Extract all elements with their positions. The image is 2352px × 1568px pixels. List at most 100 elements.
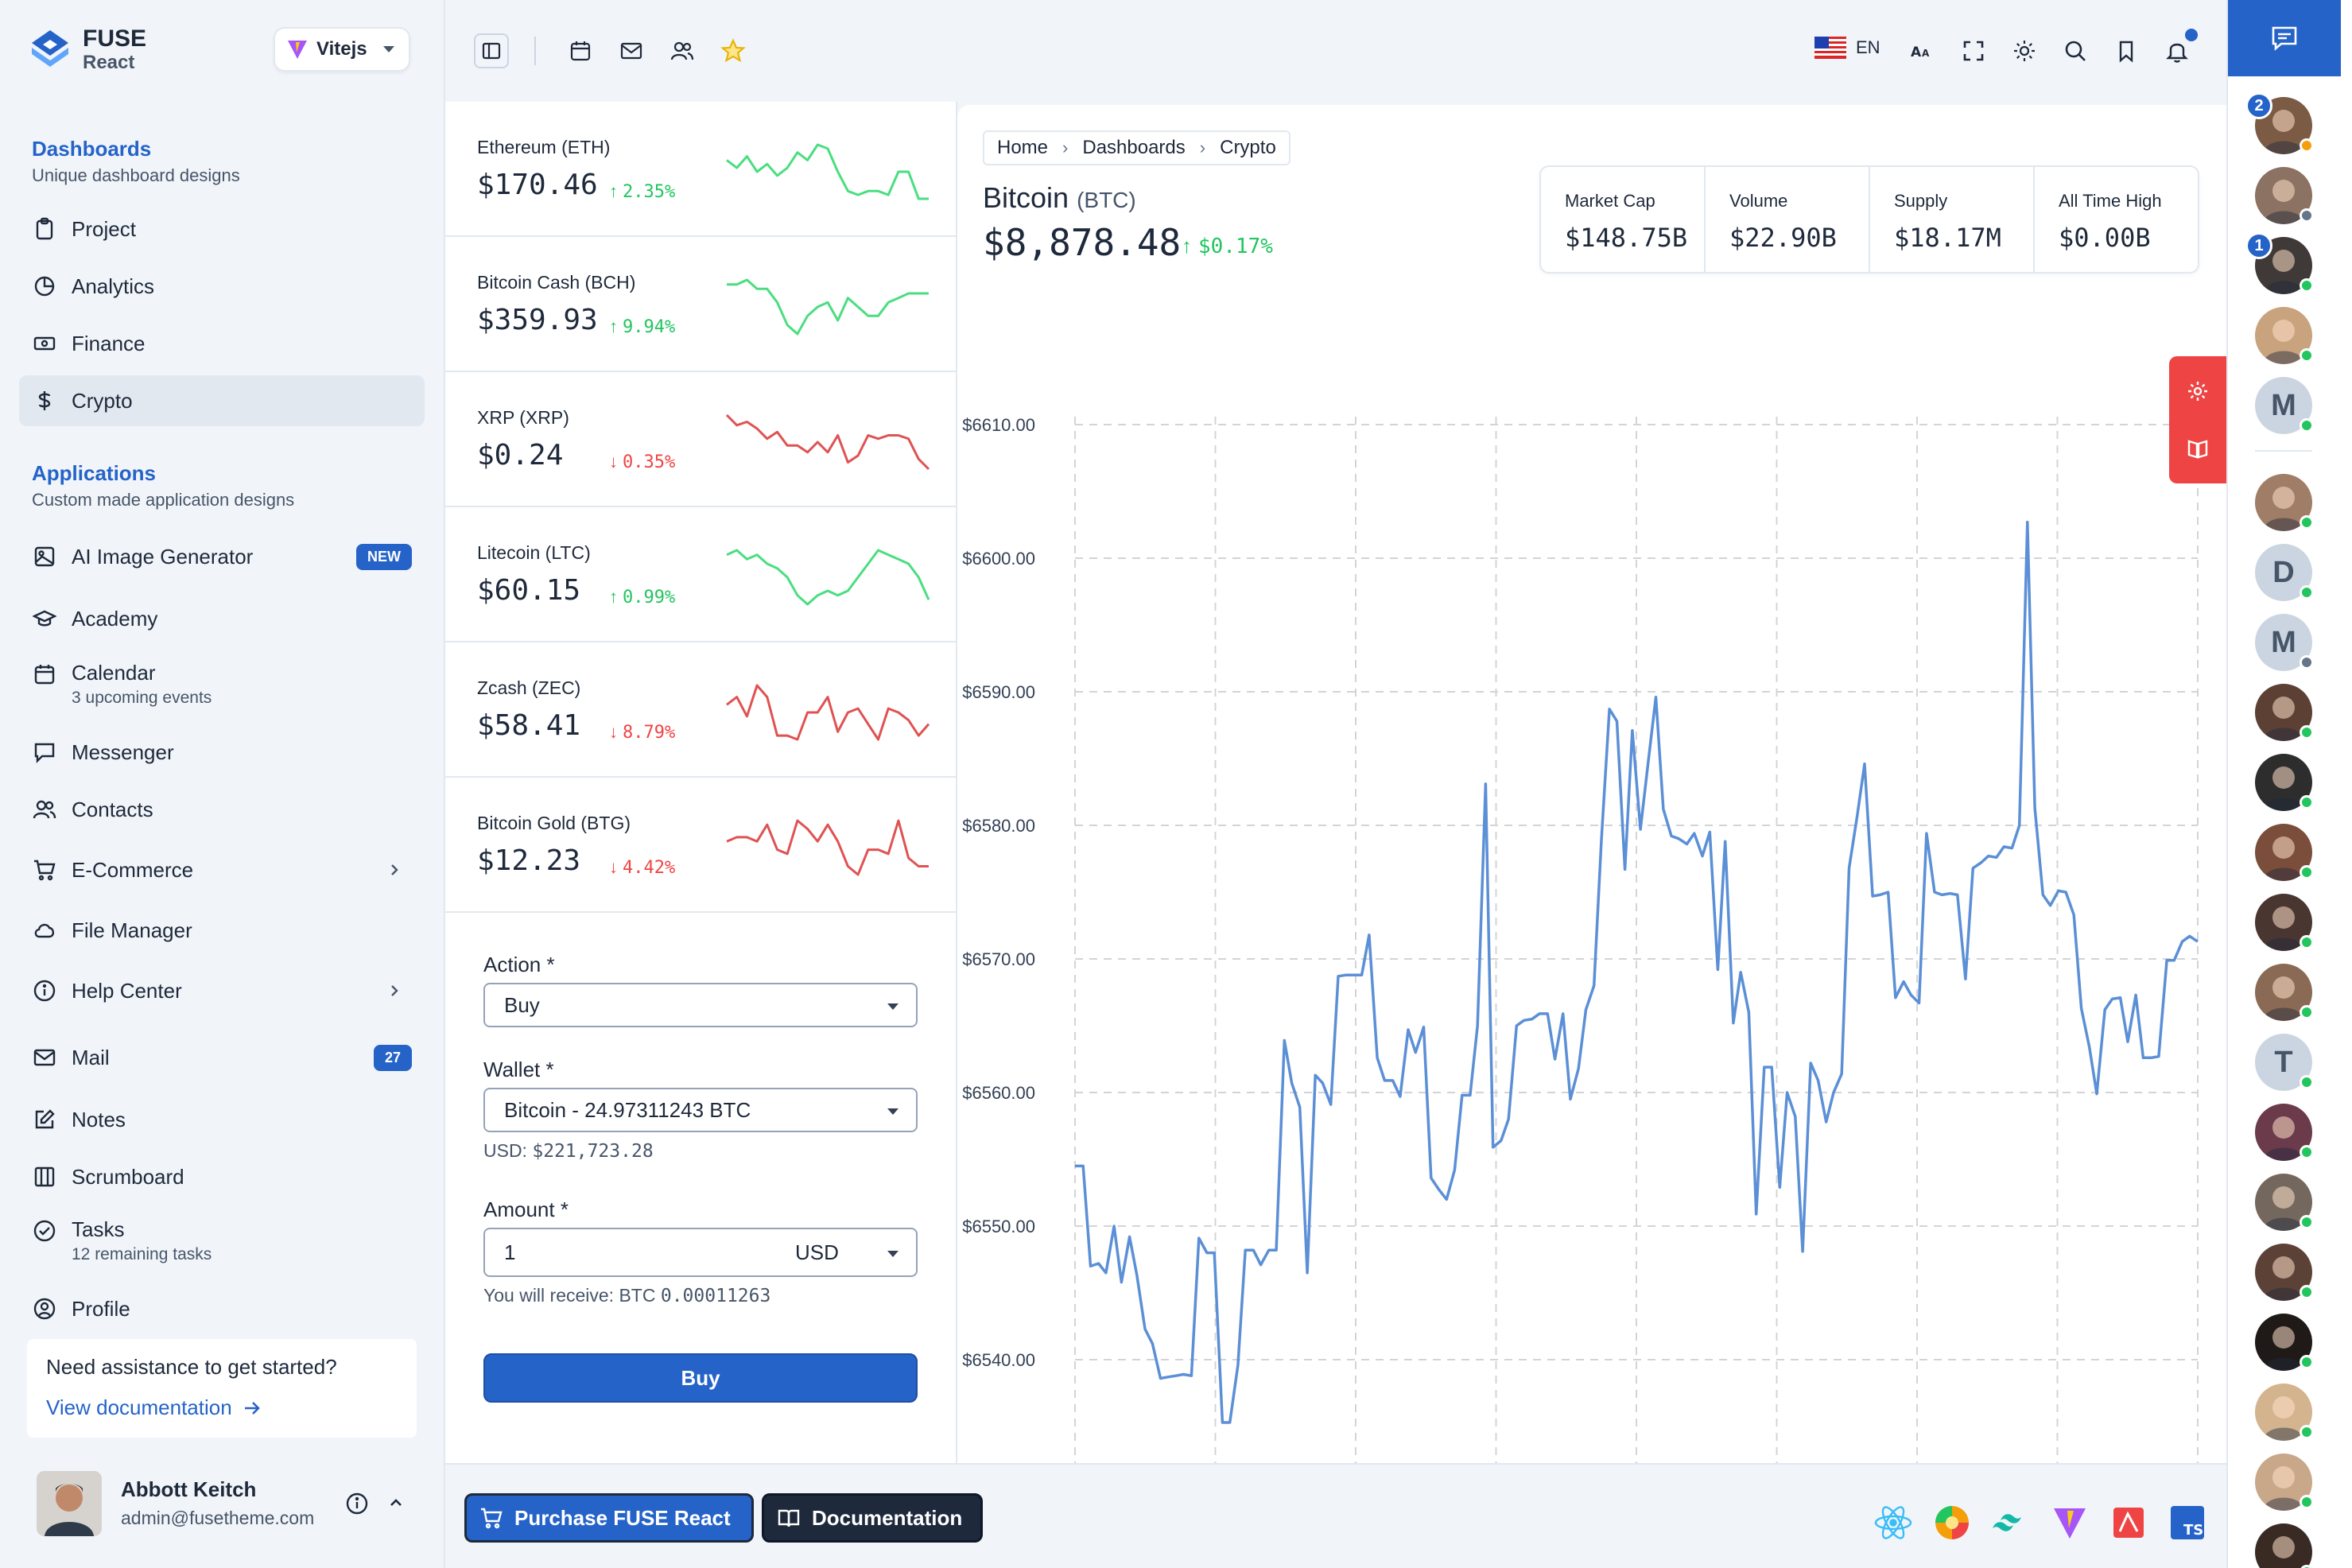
breadcrumb-dashboards[interactable]: Dashboards — [1082, 137, 1186, 158]
info-icon[interactable] — [345, 1492, 369, 1516]
sidebar-item-academy[interactable]: Academy — [19, 593, 425, 644]
coin-sparkline — [726, 549, 930, 606]
pie-chart-icon — [32, 274, 57, 299]
sidebar-item-notes[interactable]: Notes — [19, 1094, 425, 1145]
contact-avatar[interactable] — [2255, 167, 2314, 224]
contact-avatar[interactable]: D — [2255, 544, 2314, 601]
status-dot — [2300, 278, 2314, 293]
contact-avatar[interactable] — [2255, 1314, 2314, 1371]
contact-avatar[interactable]: 1 — [2245, 232, 2314, 294]
coin-item-zec[interactable]: Zcash (ZEC) $58.41 ↓ 8.79% — [445, 642, 957, 778]
buy-button[interactable]: Buy — [483, 1353, 918, 1403]
wallet-select[interactable]: Bitcoin - 24.97311243 BTC — [483, 1088, 918, 1132]
coin-item-eth[interactable]: Ethereum (ETH) $170.46 ↑ 2.35% — [445, 102, 957, 237]
language-selector[interactable]: EN — [1814, 37, 1880, 59]
coin-item-btg[interactable]: Bitcoin Gold (BTG) $12.23 ↓ 4.42% — [445, 778, 957, 913]
contact-avatar[interactable]: M — [2255, 377, 2314, 434]
amount-field[interactable]: 1 USD — [483, 1228, 918, 1277]
contact-avatar[interactable] — [2255, 684, 2314, 741]
amount-input[interactable]: 1 — [504, 1240, 516, 1264]
contact-avatar[interactable] — [2255, 1454, 2314, 1511]
contact-avatar[interactable] — [2255, 1174, 2314, 1231]
sidebar-item-e-commerce[interactable]: E-Commerce — [19, 844, 425, 895]
sidebar-item-file-manager[interactable]: File Manager — [19, 905, 425, 956]
chevron-up-icon[interactable] — [386, 1493, 406, 1512]
status-dot — [2300, 208, 2314, 223]
sidebar-item-contacts[interactable]: Contacts — [19, 784, 425, 835]
contact-avatar[interactable] — [2255, 824, 2314, 881]
coin-item-ltc[interactable]: Litecoin (LTC) $60.15 ↑ 0.99% — [445, 507, 957, 642]
stat-market-cap: Market Cap $148.75B — [1541, 167, 1706, 272]
search-icon[interactable] — [2059, 35, 2091, 67]
coin-change-value: 0.99% — [623, 587, 676, 607]
book-icon[interactable] — [2185, 436, 2210, 461]
avatar — [37, 1471, 102, 1536]
sidebar-item-calendar[interactable]: Calendar 3 upcoming events — [19, 652, 425, 716]
y-tick-label: $6540.00 — [962, 1350, 1035, 1370]
contact-avatar[interactable] — [2255, 964, 2314, 1021]
unread-count-badge: 2 — [2245, 92, 2272, 119]
framework-select[interactable]: Vitejs — [274, 27, 410, 72]
sparkline-path — [727, 278, 929, 336]
sidebar-item-tasks[interactable]: Tasks 12 remaining tasks — [19, 1209, 425, 1272]
contact-avatar[interactable] — [2255, 1384, 2314, 1441]
amount-currency-select[interactable]: USD — [795, 1240, 839, 1264]
coin-name: Bitcoin Cash (BCH) — [477, 272, 636, 293]
bell-icon[interactable] — [2161, 29, 2198, 67]
contact-avatar[interactable] — [2255, 1244, 2314, 1301]
contact-avatar[interactable] — [2255, 474, 2314, 531]
contact-avatar[interactable] — [2255, 754, 2314, 811]
fullscreen-icon[interactable] — [1958, 35, 1989, 67]
caret-down-icon — [887, 1251, 898, 1257]
price-line-chart[interactable]: $6530.00$6540.00$6550.00$6560.00$6570.00… — [957, 304, 2226, 1560]
coin-item-bch[interactable]: Bitcoin Cash (BCH) $359.93 ↑ 9.94% — [445, 237, 957, 372]
bookmark-icon[interactable] — [2110, 35, 2142, 67]
status-dot — [2300, 1285, 2314, 1299]
star-icon[interactable] — [717, 35, 749, 67]
sun-icon[interactable] — [2009, 35, 2040, 67]
toggle-sidebar-icon[interactable] — [474, 33, 509, 68]
contact-avatar[interactable]: T — [2255, 1034, 2314, 1091]
view-documentation-link[interactable]: View documentation — [46, 1395, 398, 1420]
breadcrumb-home[interactable]: Home — [997, 137, 1049, 158]
contact-avatar[interactable] — [2255, 1104, 2314, 1161]
contact-avatar[interactable]: M — [2255, 614, 2314, 671]
sidebar-item-finance[interactable]: Finance — [19, 318, 425, 369]
coin-title-name: Bitcoin — [983, 181, 1069, 214]
contact-avatar[interactable]: 2 — [2245, 92, 2314, 154]
market-stats: Market Cap $148.75B Volume $22.90B Suppl… — [1539, 165, 2199, 274]
documentation-button[interactable]: Documentation — [762, 1493, 983, 1543]
arrow-right-icon — [244, 1401, 260, 1415]
sidebar-item-profile[interactable]: Profile — [19, 1283, 425, 1334]
quick-chat-toggle[interactable] — [2228, 0, 2341, 76]
sidebar-item-analytics[interactable]: Analytics — [19, 261, 425, 312]
sidebar-item-messenger[interactable]: Messenger — [19, 727, 425, 778]
calendar-icon[interactable] — [565, 35, 596, 67]
coin-item-xrp[interactable]: XRP (XRP) $0.24 ↓ 0.35% — [445, 372, 957, 507]
sidebar-item-crypto[interactable]: Crypto — [19, 375, 425, 426]
user-menu[interactable]: Abbott Keitch admin@fusetheme.com — [37, 1468, 426, 1539]
users-icon[interactable] — [666, 35, 698, 67]
action-select[interactable]: Buy — [483, 983, 918, 1027]
svg-text:A: A — [1922, 48, 1930, 59]
sidebar-item-help-center[interactable]: Help Center — [19, 965, 425, 1016]
avatar — [2255, 964, 2312, 1021]
avatar: M — [2255, 377, 2312, 434]
logo-subtitle: React — [83, 52, 135, 73]
sidebar-item-scrumboard[interactable]: Scrumboard — [19, 1151, 425, 1202]
contact-avatar[interactable] — [2255, 1523, 2314, 1568]
sidebar-item-label: Crypto — [72, 388, 133, 413]
coin-change-value: 8.79% — [623, 722, 676, 743]
mail-icon[interactable] — [615, 35, 647, 67]
coin-change: ↑ 2.35% — [609, 181, 675, 202]
status-dot — [2300, 418, 2314, 433]
sidebar-item-project[interactable]: Project — [19, 204, 425, 254]
sidebar-item-mail[interactable]: Mail 27 — [19, 1032, 425, 1083]
settings-gear-icon[interactable] — [2185, 378, 2210, 404]
sidebar-item-ai-image-generator[interactable]: AI Image Generator NEW — [19, 531, 425, 582]
contact-avatar[interactable] — [2255, 894, 2314, 951]
contact-avatar[interactable] — [2255, 307, 2314, 364]
coin-change: ↓ 4.42% — [609, 857, 675, 878]
purchase-button[interactable]: Purchase FUSE React — [464, 1493, 754, 1543]
